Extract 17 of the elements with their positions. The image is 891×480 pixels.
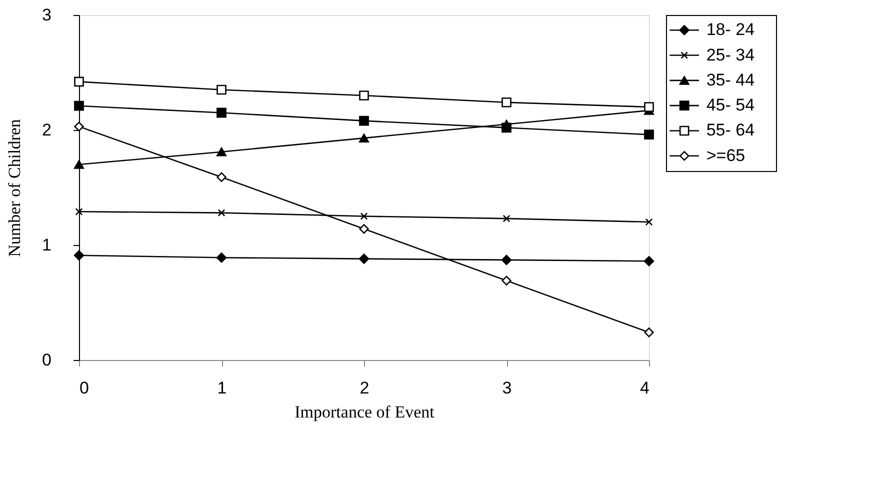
x-tick-label: 0	[80, 378, 89, 398]
x-tick-label: 1	[217, 378, 227, 398]
x-tick-label: 4	[640, 378, 650, 398]
x-axis-title: Importance of Event	[294, 402, 435, 422]
legend-label: 55- 64	[706, 120, 755, 140]
x-tick-label: 3	[502, 378, 512, 398]
y-tick-label: 2	[42, 120, 52, 140]
legend-label: >=65	[706, 146, 746, 165]
y-axis-title: Number of Children	[5, 118, 24, 257]
legend-label: 25- 34	[706, 45, 755, 64]
x-tick-label: 2	[360, 378, 370, 398]
y-tick-label: 1	[42, 236, 52, 254]
legend-label: 18- 24	[706, 20, 755, 40]
legend-label: 45- 54	[706, 96, 755, 115]
y-tick-label: 0	[42, 350, 52, 370]
legend-label: 35- 44	[706, 70, 755, 90]
y-tick-label: 3	[42, 6, 52, 24]
